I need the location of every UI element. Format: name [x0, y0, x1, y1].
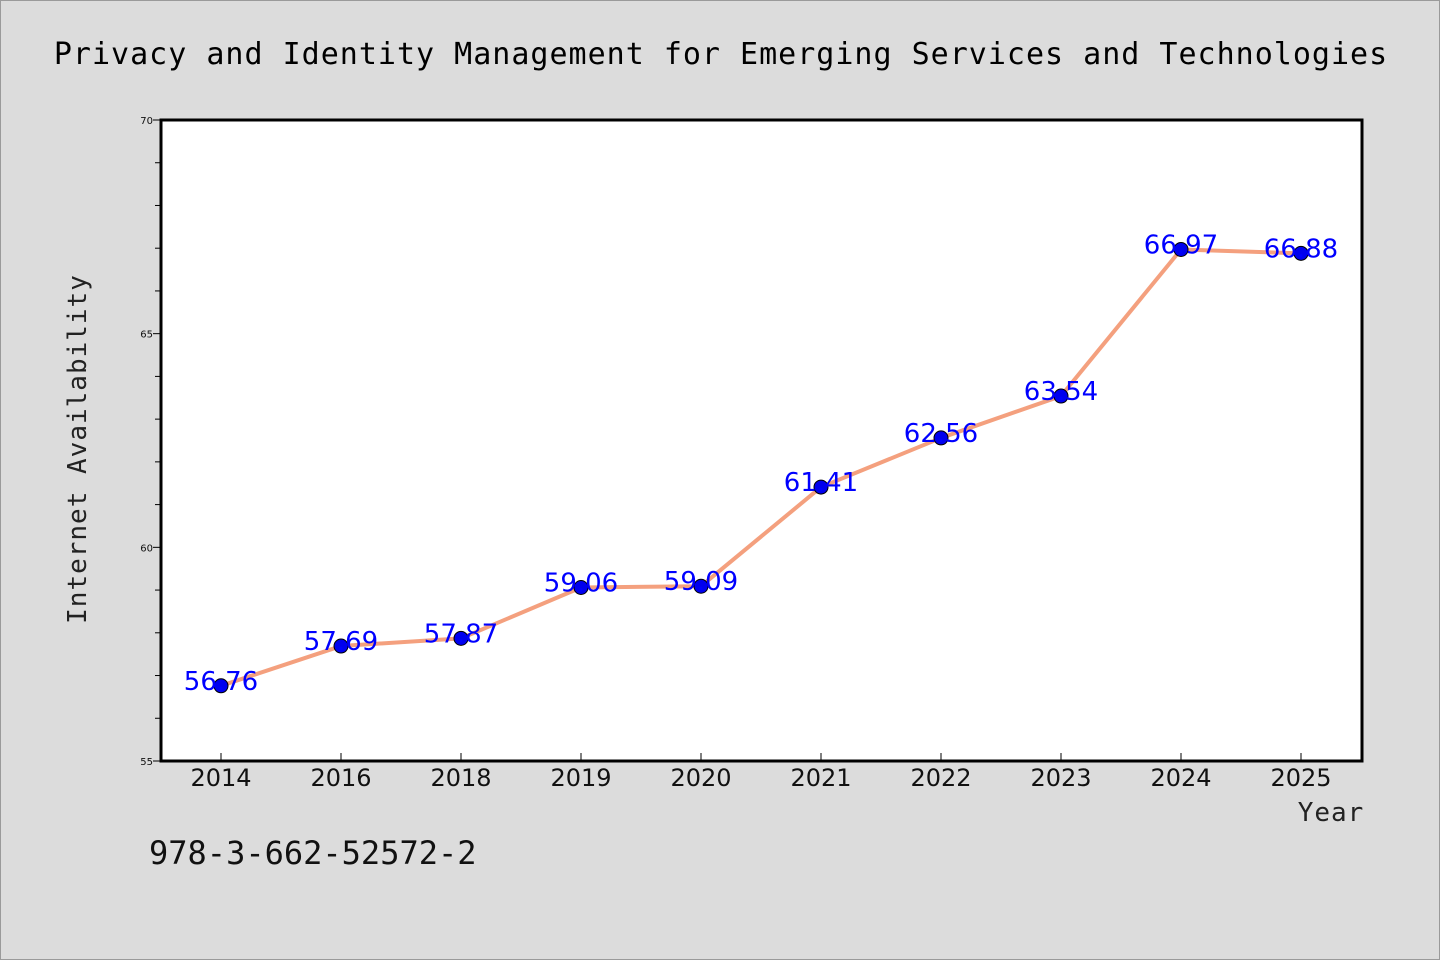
data-point — [453, 630, 469, 646]
series-line-group — [213, 241, 1309, 694]
data-point — [333, 638, 349, 654]
x-tick-label: 2020 — [670, 764, 731, 792]
isbn-footer: 978-3-662-52572-2 — [149, 834, 477, 872]
y-tick-label: 55 — [140, 757, 153, 768]
data-label: 59.06 — [544, 569, 618, 599]
x-tick-label: 2019 — [550, 764, 611, 792]
data-label: 56.76 — [184, 667, 258, 697]
plot-area — [159, 118, 1364, 763]
y-tick-label: 65 — [140, 330, 153, 341]
x-tick-label: 2014 — [190, 764, 251, 792]
data-point — [693, 578, 709, 594]
data-label: 66.97 — [1144, 230, 1218, 260]
x-tick-label: 2024 — [1150, 764, 1211, 792]
series-line — [220, 247, 1302, 688]
data-label: 59.09 — [664, 567, 738, 597]
data-point — [1173, 241, 1189, 257]
data-label: 61.41 — [784, 468, 858, 498]
y-axis: 55 60 65 70 — [140, 116, 161, 768]
x-tick-label: 2018 — [430, 764, 491, 792]
x-axis: 2014 2016 2018 2019 2020 2021 2022 2023 2024 2025 — [190, 753, 1332, 792]
data-label: 62.56 — [904, 419, 978, 449]
data-point — [213, 678, 229, 694]
y-tick-label: 60 — [140, 543, 153, 554]
x-tick-label: 2016 — [310, 764, 371, 792]
data-point — [1293, 245, 1309, 261]
x-tick-label: 2023 — [1030, 764, 1091, 792]
x-tick-label: 2021 — [790, 764, 851, 792]
y-tick-label: 70 — [140, 116, 153, 127]
x-tick-label: 2025 — [1270, 764, 1331, 792]
chart-title: Privacy and Identity Management for Emer… — [54, 37, 1388, 72]
data-point — [813, 479, 829, 495]
x-tick-label: 2022 — [910, 764, 971, 792]
data-point — [933, 430, 949, 446]
data-label: 57.69 — [304, 627, 378, 657]
data-label: 66.88 — [1264, 234, 1338, 264]
data-labels: 56.76 57.69 57.87 59.06 59.09 61.41 62.56 63.54… — [184, 230, 1338, 696]
data-point — [1053, 388, 1069, 404]
y-axis-label: Internet Availability — [63, 274, 93, 624]
data-label: 63.54 — [1024, 377, 1098, 407]
x-axis-label: Year — [1298, 798, 1365, 828]
data-point — [573, 580, 589, 596]
data-label: 57.87 — [424, 619, 498, 649]
